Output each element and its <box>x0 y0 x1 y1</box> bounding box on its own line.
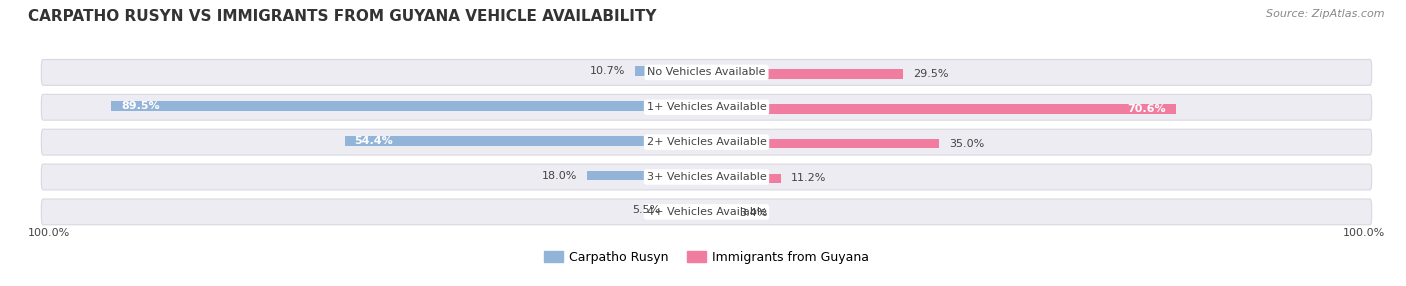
FancyBboxPatch shape <box>41 199 1372 225</box>
FancyBboxPatch shape <box>41 129 1372 155</box>
Legend: Carpatho Rusyn, Immigrants from Guyana: Carpatho Rusyn, Immigrants from Guyana <box>538 246 875 269</box>
Bar <box>111 101 707 111</box>
FancyBboxPatch shape <box>41 164 1372 190</box>
Text: 18.0%: 18.0% <box>541 170 576 180</box>
Text: 5.5%: 5.5% <box>631 205 659 215</box>
Text: CARPATHO RUSYN VS IMMIGRANTS FROM GUYANA VEHICLE AVAILABILITY: CARPATHO RUSYN VS IMMIGRANTS FROM GUYANA… <box>28 9 657 23</box>
Bar <box>707 139 939 148</box>
Text: 3+ Vehicles Available: 3+ Vehicles Available <box>647 172 766 182</box>
Bar <box>636 66 707 76</box>
Text: Source: ZipAtlas.com: Source: ZipAtlas.com <box>1267 9 1385 19</box>
Text: 10.7%: 10.7% <box>591 66 626 76</box>
Text: 35.0%: 35.0% <box>949 139 984 149</box>
Text: 11.2%: 11.2% <box>792 173 827 183</box>
FancyBboxPatch shape <box>41 94 1372 120</box>
Text: 89.5%: 89.5% <box>121 101 160 111</box>
Text: No Vehicles Available: No Vehicles Available <box>647 67 766 78</box>
Text: 100.0%: 100.0% <box>1343 229 1385 239</box>
Bar <box>669 206 707 215</box>
Text: 2+ Vehicles Available: 2+ Vehicles Available <box>647 137 766 147</box>
Bar <box>344 136 707 146</box>
Bar <box>707 174 780 183</box>
Bar <box>707 69 903 79</box>
Text: 1+ Vehicles Available: 1+ Vehicles Available <box>647 102 766 112</box>
Text: 3.4%: 3.4% <box>740 208 768 218</box>
Text: 54.4%: 54.4% <box>354 136 394 146</box>
FancyBboxPatch shape <box>41 59 1372 85</box>
Text: 70.6%: 70.6% <box>1128 104 1166 114</box>
Bar <box>586 171 707 180</box>
Bar <box>707 208 730 218</box>
Text: 29.5%: 29.5% <box>912 69 948 79</box>
Bar <box>707 104 1175 114</box>
Text: 4+ Vehicles Available: 4+ Vehicles Available <box>647 207 766 217</box>
Text: 100.0%: 100.0% <box>28 229 70 239</box>
